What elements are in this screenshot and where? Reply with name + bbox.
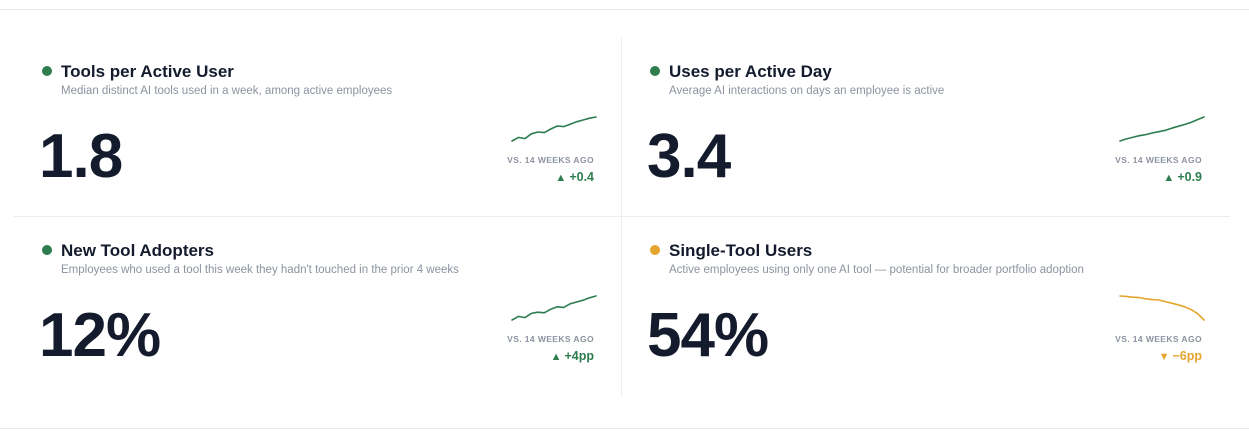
comparison-label: VS. 14 WEEKS AGO — [1115, 334, 1202, 344]
metric-value: 54% — [647, 301, 769, 370]
delta-value: ▼ −6pp — [1159, 349, 1202, 363]
trend-sparkline — [511, 116, 597, 142]
bottom-border — [0, 428, 1249, 429]
trend-sparkline — [511, 295, 597, 321]
metric-subtitle: Median distinct AI tools used in a week,… — [61, 85, 393, 97]
trend-down-arrow-icon: ▼ — [1158, 351, 1170, 363]
metric-title: Tools per Active User — [61, 62, 234, 81]
comparison-label: VS. 14 WEEKS AGO — [507, 334, 594, 344]
delta-text: −6pp — [1172, 349, 1202, 363]
trend-up-arrow-icon: ▲ — [1163, 172, 1175, 184]
sparkline-path — [1119, 295, 1205, 321]
trend-sparkline — [1119, 295, 1205, 321]
comparison-label: VS. 14 WEEKS AGO — [1115, 155, 1202, 165]
trend-up-arrow-icon: ▲ — [550, 351, 562, 363]
sparkline-path — [511, 295, 597, 321]
delta-value: ▲ +4pp — [551, 349, 594, 363]
sparkline-path — [511, 116, 597, 142]
delta-text: +4pp — [564, 349, 594, 363]
metric-title: Uses per Active Day — [669, 62, 832, 81]
sparkline-path — [1119, 116, 1205, 142]
delta-value: ▲ +0.9 — [1163, 170, 1202, 184]
metric-subtitle: Average AI interactions on days an emplo… — [669, 85, 945, 97]
status-dot-icon — [42, 245, 52, 255]
status-dot-icon — [650, 245, 660, 255]
metric-title: New Tool Adopters — [61, 241, 214, 260]
delta-value: ▲ +0.4 — [555, 170, 594, 184]
status-dot-icon — [650, 66, 660, 76]
top-border — [0, 9, 1249, 10]
metric-value: 12% — [39, 301, 161, 370]
metric-card-uses-per-active-day: Uses per Active Day Average AI interacti… — [647, 60, 1210, 210]
delta-text: +0.9 — [1177, 170, 1202, 184]
metric-subtitle: Active employees using only one AI tool … — [669, 264, 1084, 276]
metric-value: 3.4 — [647, 122, 731, 191]
horizontal-divider — [14, 216, 1230, 217]
trend-sparkline — [1119, 116, 1205, 142]
delta-text: +0.4 — [569, 170, 594, 184]
trend-up-arrow-icon: ▲ — [555, 172, 567, 184]
vertical-divider — [621, 38, 622, 396]
metric-value: 1.8 — [39, 122, 123, 191]
metric-card-new-tool-adopters: New Tool Adopters Employees who used a t… — [39, 239, 602, 389]
metric-subtitle: Employees who used a tool this week they… — [61, 264, 459, 276]
metric-card-tools-per-active-user: Tools per Active User Median distinct AI… — [39, 60, 602, 210]
comparison-label: VS. 14 WEEKS AGO — [507, 155, 594, 165]
metric-title: Single-Tool Users — [669, 241, 813, 260]
status-dot-icon — [42, 66, 52, 76]
metric-card-single-tool-users: Single-Tool Users Active employees using… — [647, 239, 1210, 389]
